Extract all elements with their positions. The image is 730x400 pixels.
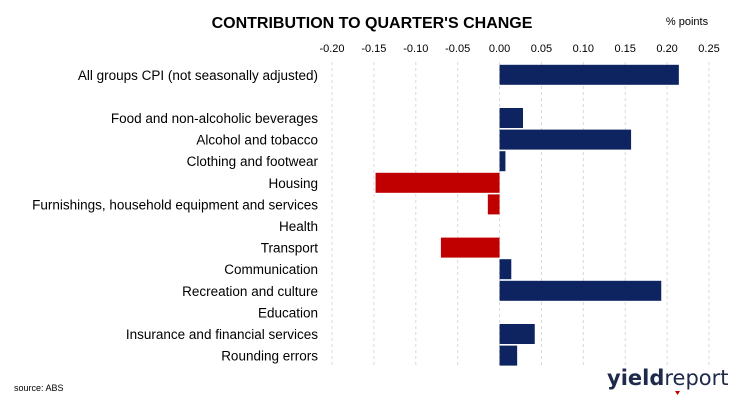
category-label: Transport [261,241,319,256]
x-tick-label: -0.20 [319,43,344,55]
bar [499,345,518,366]
x-tick-label: -0.05 [445,43,470,55]
bars [375,64,679,366]
x-tick-label: 0.00 [489,43,510,55]
category-label: Communication [224,262,318,277]
bar [499,129,632,150]
category-label: Education [258,305,318,320]
x-tick-label: 0.05 [531,43,552,55]
x-tick-label: 0.20 [656,43,677,55]
x-tick-label: 0.10 [573,43,594,55]
bar [499,64,679,85]
bar [499,259,512,280]
grid-lines [331,62,710,366]
bar [440,237,500,258]
logo-report: report [664,366,728,390]
chart-title: CONTRIBUTION TO QUARTER'S CHANGE [212,15,533,32]
category-labels: All groups CPI (not seasonally adjusted)… [32,68,318,364]
category-label: Alcohol and tobacco [196,133,318,148]
x-tick-label: 0.25 [698,43,719,55]
units-label: % points [666,16,709,28]
yieldreport-logo: yieldreport [607,366,729,395]
bar [499,151,506,172]
category-label: Furnishings, household equipment and ser… [32,197,318,212]
category-label: Clothing and footwear [187,154,319,169]
x-tick-label: 0.15 [615,43,636,55]
bar [499,108,524,128]
category-label: Housing [268,176,318,191]
svg-text:yieldreport: yieldreport [607,366,729,390]
category-label: Recreation and culture [182,284,318,299]
category-label: Food and non-alcoholic beverages [111,111,318,126]
source-note: source: ABS [14,383,64,393]
category-label: Rounding errors [221,349,318,364]
category-label: Health [279,219,318,234]
logo-yield: yield [607,366,664,390]
x-tick-label: -0.15 [361,43,386,55]
category-label: All groups CPI (not seasonally adjusted) [78,68,318,83]
bar [375,172,500,193]
logo-accent-icon [675,391,680,395]
category-label: Insurance and financial services [126,327,318,342]
x-axis-ticks: -0.20 -0.15 -0.10 -0.05 0.00 0.05 0.10 0.15 0.20… [319,43,719,55]
bar [487,194,500,215]
x-tick-label: -0.10 [403,43,428,55]
bar [499,324,535,344]
bar [499,280,662,301]
